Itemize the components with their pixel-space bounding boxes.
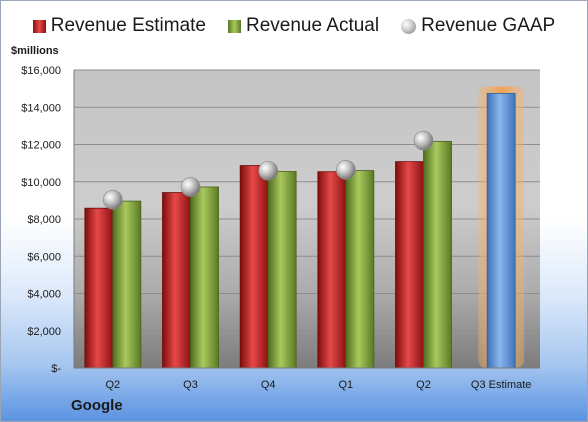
legend-swatch-revenue-estimate xyxy=(32,19,46,33)
y-tick-label: $6,000 xyxy=(27,251,61,263)
y-tick-label: $14,000 xyxy=(21,102,61,114)
y-tick-label: $10,000 xyxy=(21,177,61,189)
chart-legend: Revenue Estimate Revenue Actual Revenue … xyxy=(1,15,587,37)
y-axis-unit-label: $millions xyxy=(11,45,59,57)
legend-swatch-revenue-actual xyxy=(228,19,241,33)
bar-revenue-estimate xyxy=(162,192,191,369)
y-tick-label: $16,000 xyxy=(21,65,61,77)
bar-revenue-estimate xyxy=(317,171,347,369)
bar-revenue-estimate xyxy=(239,165,269,369)
bar-revenue-estimate xyxy=(395,161,424,369)
marker-revenue-gaap xyxy=(336,160,356,180)
bar-revenue-actual xyxy=(423,140,452,369)
y-tick-label: $2,000 xyxy=(27,326,61,338)
y-tick-label: $- xyxy=(51,363,61,375)
marker-revenue-gaap xyxy=(413,130,434,151)
x-tick-label: Q4 xyxy=(261,379,276,391)
x-tick-label: Q1 xyxy=(338,379,353,391)
x-tick-label: Q2 xyxy=(105,379,120,391)
bar-revenue-actual xyxy=(190,186,219,369)
legend-item-revenue-estimate: Revenue Estimate xyxy=(32,15,206,37)
y-tick-label: $4,000 xyxy=(27,289,61,301)
legend-label-revenue-estimate: Revenue Estimate xyxy=(50,15,206,36)
bar-revenue-actual xyxy=(267,171,297,369)
marker-revenue-gaap xyxy=(103,190,123,210)
legend-swatch-revenue-gaap xyxy=(401,18,417,34)
x-tick-label: Q3 xyxy=(183,379,198,391)
legend-label-revenue-actual: Revenue Actual xyxy=(246,15,380,36)
bar-revenue-estimate xyxy=(84,207,114,369)
bar-q3-estimate xyxy=(486,93,516,369)
legend-item-revenue-actual: Revenue Actual xyxy=(228,15,379,37)
y-tick-label: $8,000 xyxy=(27,214,61,226)
legend-label-revenue-gaap: Revenue GAAP xyxy=(421,15,556,36)
legend-item-revenue-gaap: Revenue GAAP xyxy=(401,15,555,37)
company-caption: Google xyxy=(71,397,123,414)
x-tick-label: Q3 Estimate xyxy=(471,379,532,391)
marker-revenue-gaap xyxy=(258,160,278,181)
bar-revenue-actual xyxy=(345,170,375,369)
marker-revenue-gaap xyxy=(180,177,201,197)
bar-revenue-actual xyxy=(112,200,142,369)
x-tick-label: Q2 xyxy=(416,379,431,391)
y-tick-label: $12,000 xyxy=(21,140,61,152)
